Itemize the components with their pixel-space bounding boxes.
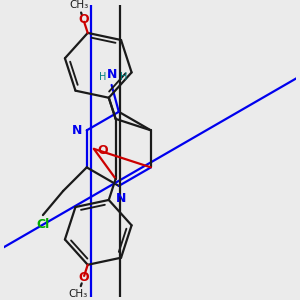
Text: N: N [71, 124, 82, 137]
Text: O: O [78, 271, 89, 284]
Text: H: H [99, 72, 107, 82]
Text: CH₃: CH₃ [68, 290, 88, 299]
Text: H: H [120, 72, 128, 82]
Text: CH₃: CH₃ [69, 0, 88, 10]
Text: N: N [116, 192, 126, 205]
Text: O: O [78, 14, 89, 26]
Text: N: N [106, 68, 117, 81]
Text: O: O [98, 144, 108, 157]
Text: Cl: Cl [36, 218, 50, 231]
